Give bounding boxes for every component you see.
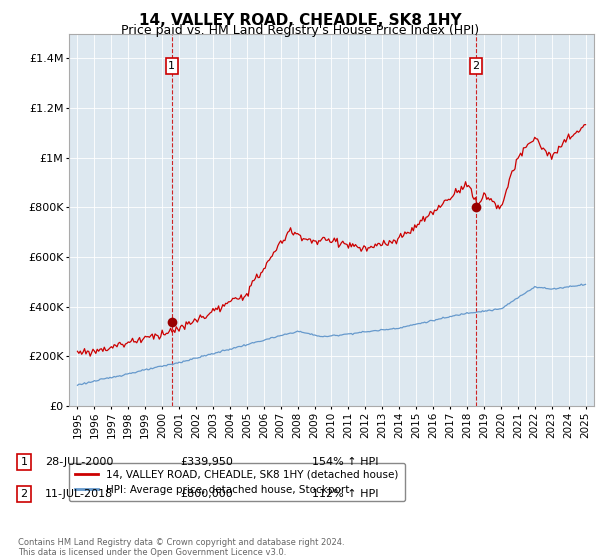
Text: 112% ↑ HPI: 112% ↑ HPI bbox=[312, 489, 379, 499]
Text: 1: 1 bbox=[168, 61, 175, 71]
Text: 154% ↑ HPI: 154% ↑ HPI bbox=[312, 457, 379, 467]
Text: 11-JUL-2018: 11-JUL-2018 bbox=[45, 489, 113, 499]
Text: Price paid vs. HM Land Registry's House Price Index (HPI): Price paid vs. HM Land Registry's House … bbox=[121, 24, 479, 37]
Text: 14, VALLEY ROAD, CHEADLE, SK8 1HY: 14, VALLEY ROAD, CHEADLE, SK8 1HY bbox=[139, 13, 461, 28]
Text: £800,000: £800,000 bbox=[180, 489, 233, 499]
Text: 2: 2 bbox=[20, 489, 28, 499]
Text: 2: 2 bbox=[472, 61, 479, 71]
Legend: 14, VALLEY ROAD, CHEADLE, SK8 1HY (detached house), HPI: Average price, detached: 14, VALLEY ROAD, CHEADLE, SK8 1HY (detac… bbox=[69, 463, 405, 501]
Text: 1: 1 bbox=[20, 457, 28, 467]
Text: £339,950: £339,950 bbox=[180, 457, 233, 467]
Text: Contains HM Land Registry data © Crown copyright and database right 2024.
This d: Contains HM Land Registry data © Crown c… bbox=[18, 538, 344, 557]
Text: 28-JUL-2000: 28-JUL-2000 bbox=[45, 457, 113, 467]
